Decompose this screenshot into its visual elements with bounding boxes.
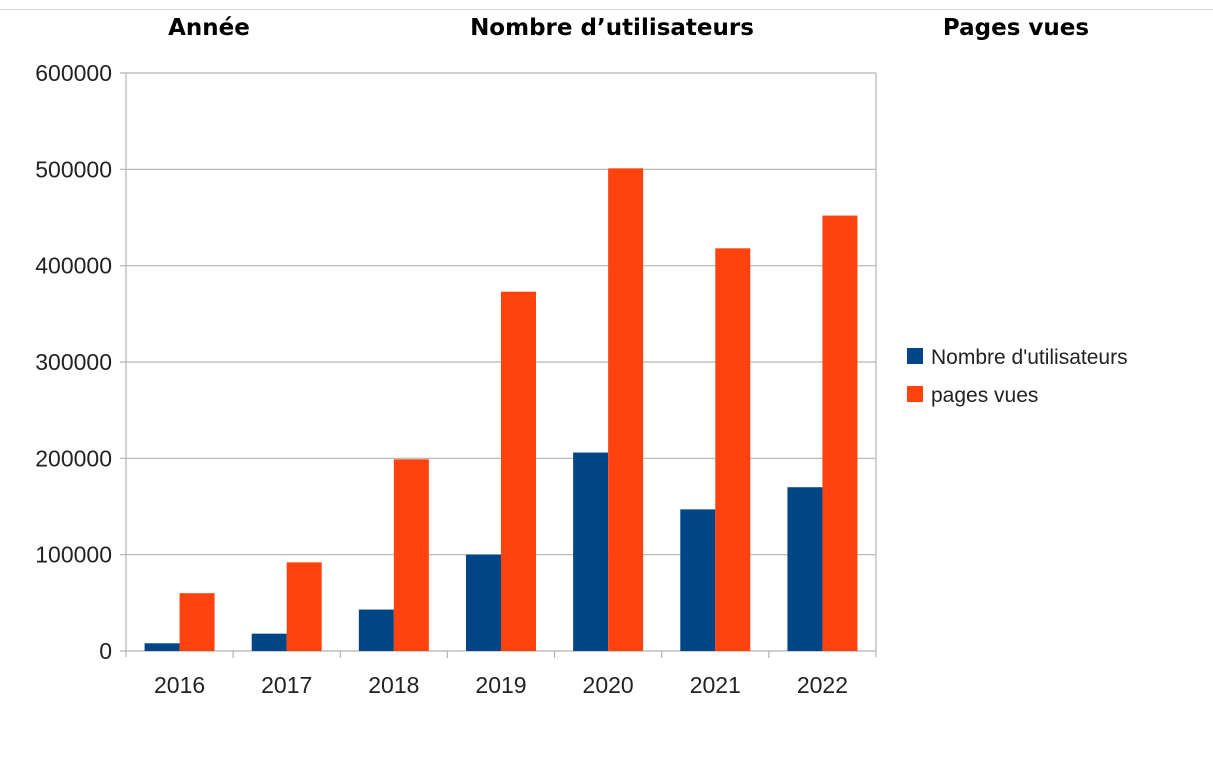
header-users: Nombre d’utilisateurs xyxy=(470,15,754,41)
x-tick-label-2022: 2022 xyxy=(797,672,848,698)
y-tick-label: 100000 xyxy=(35,542,112,568)
x-tick-label-2017: 2017 xyxy=(261,672,312,698)
x-tick-label-2016: 2016 xyxy=(154,672,205,698)
bars-layer xyxy=(144,168,858,651)
x-tick-label-2020: 2020 xyxy=(583,672,634,698)
bar-page-views-2022 xyxy=(822,215,858,651)
bar-page-views-2018 xyxy=(393,459,429,651)
y-tick-label: 200000 xyxy=(35,445,112,471)
bar-users-2016 xyxy=(144,643,180,651)
y-tick-label: 300000 xyxy=(35,349,112,375)
y-tick-label: 600000 xyxy=(35,60,112,86)
legend-label-users: Nombre d'utilisateurs xyxy=(931,346,1128,369)
bar-users-2020 xyxy=(573,452,609,651)
bar-users-2021 xyxy=(680,509,716,651)
y-tick-label: 0 xyxy=(99,638,112,664)
bar-page-views-2021 xyxy=(715,248,751,651)
header-year: Année xyxy=(168,15,250,41)
x-tick-label-2018: 2018 xyxy=(368,672,419,698)
y-tick-label: 500000 xyxy=(35,156,112,182)
legend-swatch-page-views xyxy=(907,386,923,402)
axis-layer: 0 100000 200000 300000 400000 500000 600000 201… xyxy=(35,60,848,698)
y-tick-label: 400000 xyxy=(35,253,112,279)
legend: Nombre d'utilisateurs pages vues xyxy=(907,346,1128,407)
bar-page-views-2020 xyxy=(608,168,644,651)
bar-page-views-2016 xyxy=(179,593,215,651)
bar-users-2017 xyxy=(251,633,287,651)
bar-page-views-2017 xyxy=(286,562,322,651)
legend-label-page-views: pages vues xyxy=(931,384,1038,407)
header-page-views: Pages vues xyxy=(942,15,1090,41)
legend-swatch-users xyxy=(907,348,923,364)
bar-users-2022 xyxy=(787,487,823,651)
bar-page-views-2019 xyxy=(501,291,536,651)
top-border-line xyxy=(0,9,1213,10)
x-tick-label-2021: 2021 xyxy=(690,672,741,698)
bar-users-2019 xyxy=(466,554,501,651)
x-tick-label-2019: 2019 xyxy=(475,672,526,698)
bar-users-2018 xyxy=(358,609,394,651)
